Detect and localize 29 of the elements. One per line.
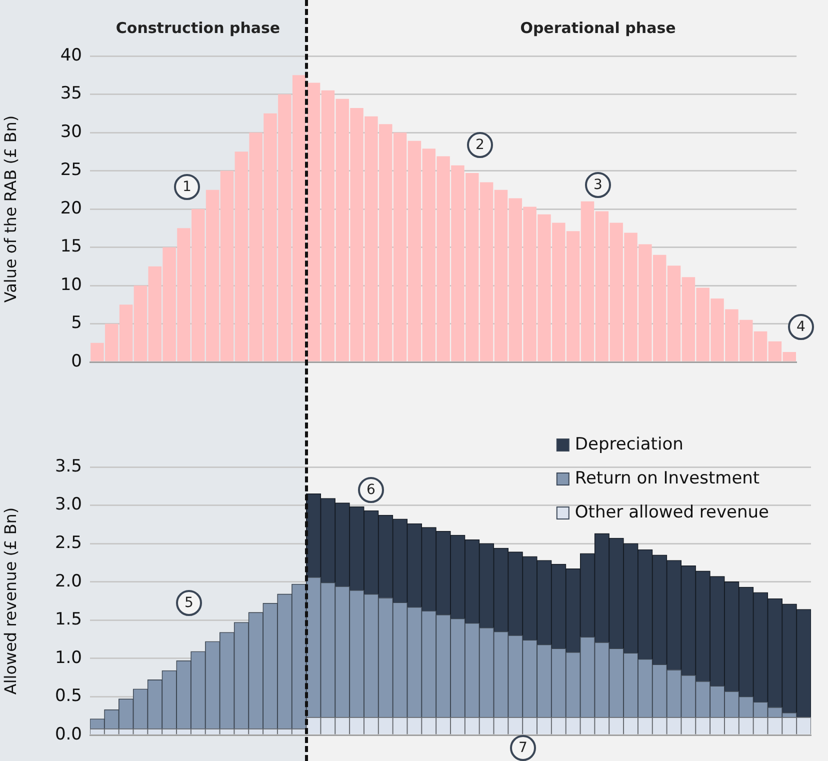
legend-label: Return on Investment — [574, 468, 760, 488]
y-tick-label: 30 — [60, 122, 82, 142]
y-tick-label: 25 — [60, 160, 82, 180]
y-tick-label: 2.0 — [54, 571, 82, 592]
y-tick-label: 3.0 — [54, 494, 82, 515]
text: Operational phase — [520, 19, 676, 37]
circled-number: 2 — [467, 132, 493, 158]
legend-label: Depreciation — [574, 434, 684, 454]
y-tick-label: 0.0 — [54, 724, 82, 744]
y-tick-label: 2.5 — [54, 532, 82, 553]
circled-number: 3 — [585, 172, 611, 198]
legend-label: Other allowed revenue — [574, 502, 770, 522]
y-tick-label: 20 — [60, 198, 82, 218]
circled-number: 4 — [788, 314, 814, 340]
y-tick-label: 40 — [60, 45, 82, 66]
y-tick-label: 5 — [71, 313, 82, 334]
y-tick-label: 0 — [71, 351, 82, 372]
y-tick-label: 10 — [60, 274, 82, 295]
y-tick-label: 1.5 — [54, 610, 82, 630]
y-axis-title: Value of the RAB (£ Bn) — [0, 115, 20, 303]
y-tick-label: 1.0 — [54, 648, 82, 668]
y-tick-label: 3.5 — [54, 456, 82, 476]
y-tick-label: 0.5 — [54, 686, 82, 706]
text: Construction phase — [116, 19, 280, 37]
y-tick-label: 35 — [60, 84, 82, 104]
circled-number: 6 — [358, 477, 384, 503]
y-axis-title: Allowed revenue (£ Bn) — [0, 507, 20, 695]
circled-number: 7 — [510, 735, 536, 761]
y-tick-label: 15 — [60, 236, 82, 257]
